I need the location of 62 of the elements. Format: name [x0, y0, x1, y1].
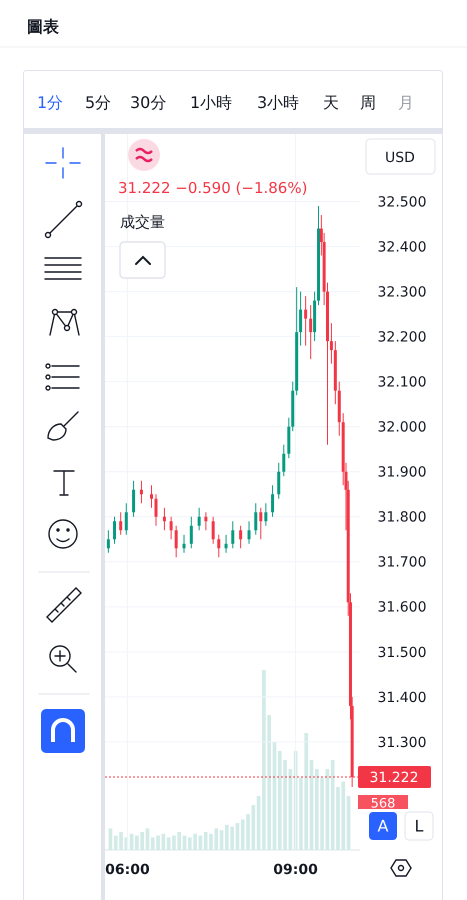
candlestick — [124, 502, 128, 536]
annotation: 31.222 −0.590 (−1.86%) — [118, 179, 308, 197]
y-tick-label: 31.900 — [378, 464, 426, 481]
candlestick — [264, 502, 268, 526]
candlestick — [150, 484, 154, 508]
text: 5分 — [85, 93, 112, 112]
ref-line-label: 31.222 — [370, 770, 418, 786]
x-tick-label: 06:00 — [105, 862, 150, 878]
candlestick — [304, 296, 308, 346]
candlestick — [282, 444, 286, 477]
candlestick — [299, 291, 302, 346]
text: 568 — [370, 796, 396, 812]
text: 周 — [360, 93, 376, 112]
y-tick-label: 32.300 — [378, 284, 426, 301]
candlestick — [119, 512, 122, 536]
y-tick-label: 32.100 — [378, 374, 426, 391]
text: 30分 — [130, 93, 166, 112]
candlestick — [106, 530, 110, 554]
candlestick — [224, 534, 228, 554]
y-tick-label: 31.800 — [378, 510, 426, 526]
x-tick-label: 09:00 — [273, 862, 318, 878]
candlestick — [277, 462, 280, 500]
candlestick — [212, 516, 215, 544]
candlestick — [309, 304, 312, 360]
candlestick — [190, 516, 193, 549]
candlestick — [113, 516, 116, 544]
candlestick — [271, 484, 274, 518]
chart-title: 圖表 — [27, 17, 60, 36]
candlestick — [162, 507, 166, 531]
candlestick — [174, 525, 178, 558]
candlestick — [198, 507, 201, 531]
y-axis-title: USD — [385, 150, 415, 166]
candlestick — [154, 494, 158, 526]
y-tick-label: 31.400 — [378, 690, 426, 706]
candlestick — [239, 525, 242, 549]
text: A — [378, 816, 389, 836]
y-tick-label: 31.700 — [378, 554, 426, 571]
y-tick-label: 31.600 — [378, 600, 426, 616]
y-tick-label: 32.000 — [378, 420, 426, 436]
candlestick — [140, 480, 143, 504]
text: 3小時 — [257, 93, 300, 112]
candlestick — [254, 502, 258, 536]
text: L — [414, 816, 424, 836]
text: 月 — [398, 93, 414, 112]
candlestick — [259, 507, 262, 540]
candlestick — [132, 480, 136, 518]
candlestick — [217, 534, 220, 558]
candlestick — [182, 534, 186, 554]
text: 1小時 — [190, 93, 232, 112]
y-tick-label: 32.200 — [378, 330, 426, 346]
y-tick-label: 31.500 — [378, 644, 426, 661]
candlestick — [170, 516, 173, 540]
candlestick — [231, 520, 234, 549]
candlestick — [204, 512, 208, 531]
y-tick-label: 32.500 — [378, 194, 426, 210]
annotation: 成交量 — [120, 213, 165, 231]
y-tick-label: 32.400 — [378, 239, 426, 256]
text: 1分 — [37, 93, 64, 112]
candlestick — [330, 322, 333, 364]
y-tick-label: 31.300 — [378, 734, 426, 751]
candlestick — [248, 520, 251, 544]
text: 天 — [323, 93, 339, 112]
